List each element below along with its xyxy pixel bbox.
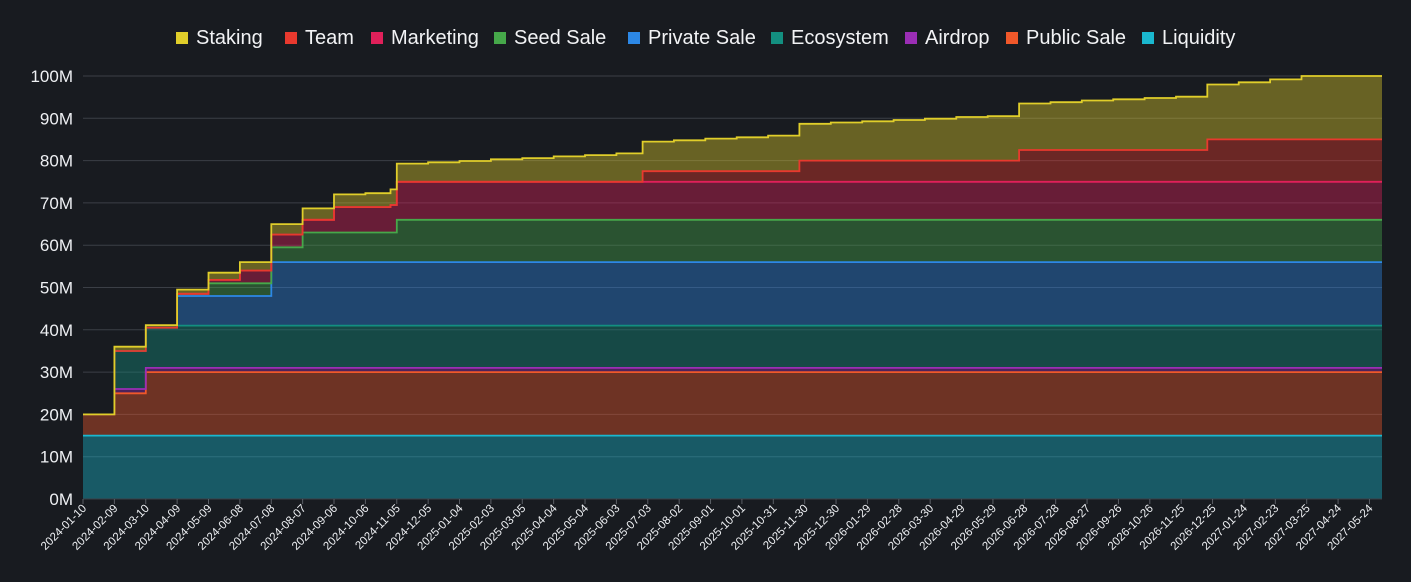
y-tick-label: 10M [40,448,73,467]
y-tick-label: 50M [40,279,73,298]
legend-swatch [1006,32,1018,44]
legend-label: Seed Sale [514,27,606,49]
area-private-sale [177,262,1383,326]
line-private-sale [177,261,1382,297]
y-tick-label: 0M [49,490,73,509]
legend-swatch [1142,32,1154,44]
legend-item-private-sale: Private Sale [628,27,756,49]
area-staking [83,76,1382,415]
legend-swatch [771,32,783,44]
legend-item-team: Team [285,27,354,49]
legend-item-airdrop: Airdrop [905,27,989,49]
area-marketing [177,181,1383,294]
areas [83,76,1383,499]
legend-label: Marketing [391,27,479,49]
y-tick-label: 100M [30,67,73,86]
area-ecosystem [83,325,1382,415]
legend-label: Team [305,27,354,49]
area-liquidity [83,435,1382,499]
legend-item-ecosystem: Ecosystem [771,27,889,49]
y-tick-label: 80M [40,152,73,171]
grid [83,75,1382,500]
legend-label: Airdrop [925,27,989,49]
legend-swatch [494,32,506,44]
line-airdrop [114,367,1382,390]
y-axis: 0M 10M 20M 30M 40M 50M 60M 70M 80M 90M 100M [30,67,73,509]
legend-label: Public Sale [1026,27,1126,49]
y-tick-label: 70M [40,194,73,213]
line-public-sale [83,371,1382,416]
legend-swatch [176,32,188,44]
area-public-sale [83,372,1382,436]
line-team [83,138,1382,416]
legend-item-liquidity: Liquidity [1142,27,1235,49]
legend-swatch [371,32,383,44]
legend-swatch [628,32,640,44]
legend-label: Liquidity [1162,27,1235,49]
y-tick-label: 40M [40,321,73,340]
legend-item-marketing: Marketing [371,27,479,49]
legend-item-public-sale: Public Sale [1006,27,1126,49]
x-axis: 2024-01-102024-02-092024-03-102024-04-09… [39,498,1382,553]
area-team [83,139,1382,415]
legend: Staking Team Marketing Seed Sale Private Sal… [176,27,1235,49]
y-tick-label: 30M [40,363,73,382]
legend-item-staking: Staking [176,27,263,49]
legend-item-seed-sale: Seed Sale [494,27,606,49]
legend-swatch [905,32,917,44]
y-tick-label: 60M [40,236,73,255]
area-airdrop [114,367,1382,394]
y-tick-label: 90M [40,109,73,128]
legend-label: Staking [196,27,263,49]
area-seed-sale [177,219,1383,296]
legend-label: Ecosystem [791,27,889,49]
line-ecosystem [83,324,1382,416]
y-tick-label: 20M [40,405,73,424]
series-lines [83,75,1382,437]
line-staking [83,75,1382,416]
legend-label: Private Sale [648,27,756,49]
legend-swatch [285,32,297,44]
